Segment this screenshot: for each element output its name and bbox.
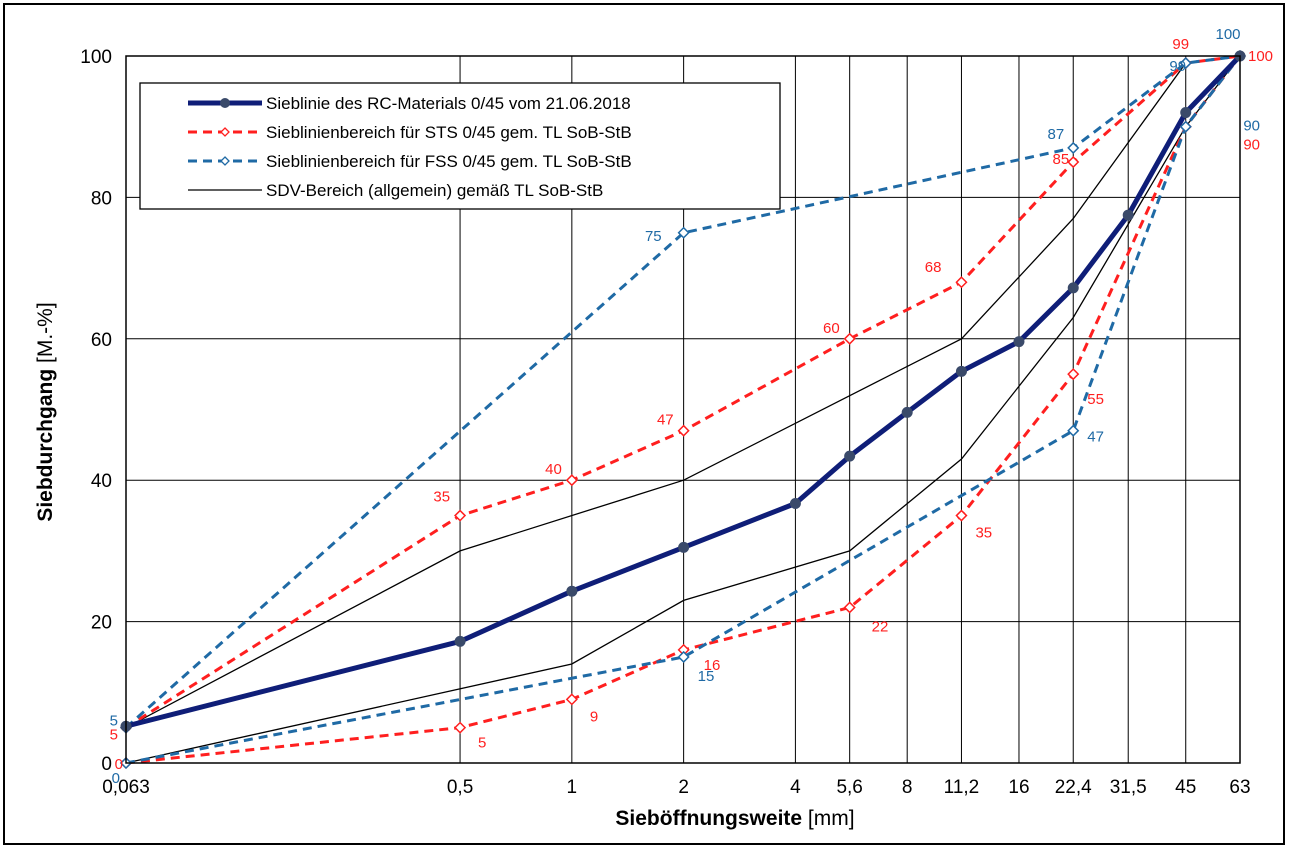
data-label: 5 bbox=[110, 727, 118, 744]
x-tick-label: 4 bbox=[790, 777, 801, 798]
data-label: 35 bbox=[433, 489, 450, 506]
x-tick-label: 1 bbox=[567, 777, 578, 798]
legend-swatch-marker bbox=[220, 156, 230, 166]
data-point-diamond bbox=[843, 601, 856, 614]
x-tick-label: 63 bbox=[1229, 777, 1250, 798]
data-label: 35 bbox=[975, 525, 992, 542]
x-tick-labels: 0,063 0,5 1 2 4 5,6 8 11,2 16 22,4 31,5 45 63 bbox=[102, 777, 1250, 798]
data-point-diamond bbox=[677, 424, 690, 437]
data-label: 100 bbox=[1215, 26, 1240, 43]
x-tick-label: 16 bbox=[1008, 777, 1029, 798]
data-label: 9 bbox=[590, 708, 598, 725]
data-point-diamond bbox=[1067, 368, 1080, 381]
y-tick-label: 20 bbox=[91, 613, 112, 634]
data-point-diamond bbox=[843, 332, 856, 345]
data-point-circle bbox=[566, 585, 578, 597]
data-point-diamond bbox=[677, 650, 690, 664]
y-tick-label: 0 bbox=[101, 754, 112, 775]
data-point-diamond bbox=[1179, 120, 1192, 133]
data-label: 0 bbox=[112, 770, 120, 787]
series-markers bbox=[119, 49, 1247, 770]
data-label: 100 bbox=[1248, 48, 1273, 65]
data-label: 40 bbox=[545, 461, 562, 478]
data-point-diamond bbox=[454, 721, 467, 734]
data-label: 60 bbox=[823, 320, 840, 337]
data-label: 68 bbox=[925, 259, 942, 276]
data-point-circle bbox=[955, 365, 967, 377]
data-label: 99 bbox=[1172, 36, 1189, 53]
y-tick-label: 100 bbox=[80, 47, 112, 68]
sieve-curve-chart: 5354047606885991000591622355590575879910… bbox=[34, 26, 1273, 830]
legend-label: Sieblinie des RC-Materials 0/45 vom 21.0… bbox=[266, 94, 631, 113]
x-tick-label: 11,2 bbox=[944, 777, 980, 798]
legend: Sieblinie des RC-Materials 0/45 vom 21.0… bbox=[139, 82, 781, 210]
x-tick-label: 0,063 bbox=[102, 777, 150, 798]
data-label: 75 bbox=[645, 228, 662, 245]
data-label: 47 bbox=[1087, 429, 1104, 446]
x-tick-label: 5,6 bbox=[836, 777, 862, 798]
data-label: 5 bbox=[478, 735, 486, 752]
data-label: 55 bbox=[1087, 391, 1104, 408]
data-point-diamond bbox=[565, 693, 578, 706]
data-point-diamond bbox=[565, 474, 578, 487]
data-label: 85 bbox=[1053, 151, 1070, 168]
data-label: 0 bbox=[115, 756, 123, 773]
chart-frame: 5 35 40 47 60 68 85 99 100 0 5 9 16 22 35 55 90 5 75 87 99 10… bbox=[3, 3, 1285, 845]
x-axis-title-bold: Sieböffnungsweite bbox=[615, 807, 802, 830]
y-tick-label: 40 bbox=[91, 471, 112, 492]
data-point-diamond bbox=[955, 509, 968, 522]
x-axis-title-unit: [mm] bbox=[802, 807, 855, 830]
data-point-circle bbox=[1122, 209, 1134, 221]
data-point-circle bbox=[678, 541, 690, 553]
data-point-diamond bbox=[1067, 155, 1080, 169]
data-label: 16 bbox=[704, 657, 721, 674]
y-tick-label: 80 bbox=[91, 188, 112, 209]
data-point-circle bbox=[1067, 282, 1079, 294]
data-point-diamond bbox=[1067, 424, 1080, 437]
legend-swatch-marker bbox=[220, 98, 230, 108]
y-axis-title: Siebdurchgang [M.-%] bbox=[34, 302, 57, 521]
series-line bbox=[125, 55, 1242, 765]
legend-label: SDV-Bereich (allgemein) gemäß TL SoB-StB bbox=[266, 181, 603, 200]
x-tick-label: 2 bbox=[678, 777, 689, 798]
data-point-circle bbox=[1013, 336, 1025, 348]
y-axis-title-bold: Siebdurchgang bbox=[34, 369, 57, 522]
x-tick-label: 0,5 bbox=[447, 777, 473, 798]
data-point-circle bbox=[1180, 107, 1192, 119]
data-label: 90 bbox=[1243, 137, 1260, 154]
data-label: 15 bbox=[698, 668, 715, 685]
data-point-circle bbox=[901, 406, 913, 418]
data-label: 90 bbox=[1243, 118, 1260, 135]
legend-swatch-marker bbox=[220, 127, 230, 137]
data-point-circle bbox=[454, 635, 466, 647]
x-tick-label: 22,4 bbox=[1055, 777, 1092, 798]
y-tick-labels: 0 20 40 60 80 100 bbox=[80, 47, 112, 775]
data-point-circle bbox=[844, 450, 856, 462]
y-axis-title-unit: [M.-%] bbox=[34, 302, 57, 369]
x-tick-label: 8 bbox=[902, 777, 913, 798]
data-label: 47 bbox=[657, 412, 674, 429]
legend-label: Sieblinienbereich für FSS 0/45 gem. TL S… bbox=[266, 152, 632, 171]
y-tick-label: 60 bbox=[91, 330, 112, 351]
data-point-diamond bbox=[677, 226, 690, 239]
x-tick-label: 45 bbox=[1175, 777, 1196, 798]
data-point-diamond bbox=[454, 509, 467, 522]
data-labels: 5 35 40 47 60 68 85 99 100 0 5 9 16 22 35 55 90 5 75 87 99 10… bbox=[110, 26, 1273, 787]
data-label: 99 bbox=[1169, 58, 1186, 75]
legend-label: Sieblinienbereich für STS 0/45 gem. TL S… bbox=[266, 123, 632, 142]
x-tick-label: 31,5 bbox=[1110, 777, 1147, 798]
data-label: 5 bbox=[110, 713, 118, 730]
plot-area-border bbox=[125, 55, 1241, 764]
data-point-diamond bbox=[1067, 141, 1080, 154]
data-label: 87 bbox=[1048, 126, 1065, 143]
x-axis-title: Sieböffnungsweite [mm] bbox=[615, 807, 854, 830]
series-line bbox=[125, 55, 1241, 764]
series-line bbox=[125, 55, 1242, 765]
data-point-diamond bbox=[955, 276, 968, 289]
data-point-diamond bbox=[1179, 57, 1192, 70]
data-label: 22 bbox=[872, 618, 889, 635]
data-point-circle bbox=[789, 498, 801, 510]
